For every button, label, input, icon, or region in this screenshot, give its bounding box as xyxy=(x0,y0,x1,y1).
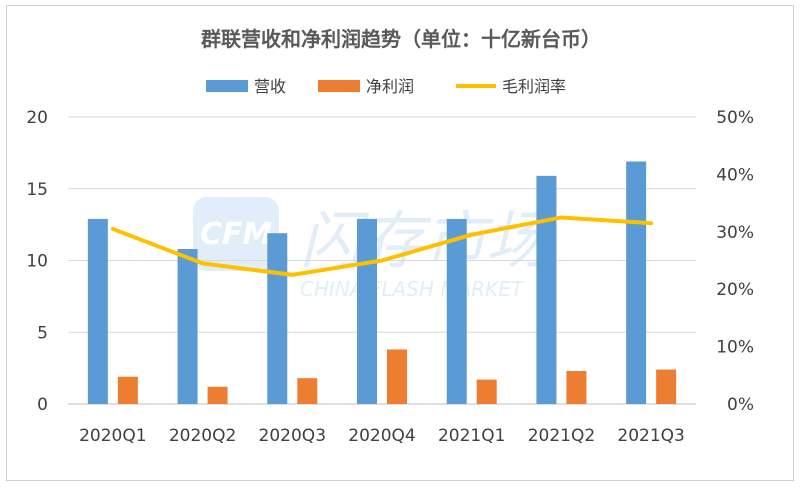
line-gross-margin xyxy=(110,215,654,277)
bar-revenue xyxy=(267,233,288,404)
y-left-tick-label: 20 xyxy=(26,108,48,128)
watermark-cn: 闪存市场 xyxy=(300,204,553,277)
bar-revenue xyxy=(357,218,377,404)
x-tick-label: 2021Q2 xyxy=(528,426,595,446)
x-tick-label: 2021Q1 xyxy=(438,426,505,446)
bars xyxy=(87,161,677,404)
bar-net-profit xyxy=(476,379,497,404)
legend-label: 营收 xyxy=(254,77,286,96)
x-tick-label: 2020Q4 xyxy=(348,426,415,446)
bar-revenue xyxy=(536,175,557,404)
y-left-tick-label: 15 xyxy=(26,180,48,200)
bar-net-profit xyxy=(656,369,677,404)
y-axis-left: 0 5 10 15 20 xyxy=(26,108,48,415)
gridlines xyxy=(68,116,696,405)
chart-title: 群联营收和净利润趋势（单位：十亿新台币） xyxy=(200,27,601,51)
y-right-tick-label: 50% xyxy=(716,108,754,128)
watermark-logo-text: CFM xyxy=(200,217,273,252)
legend-swatch xyxy=(318,80,360,92)
bar-net-profit xyxy=(387,349,407,404)
x-tick-label: 2020Q2 xyxy=(169,426,236,446)
x-tick-label: 2021Q3 xyxy=(617,426,684,446)
y-right-tick-label: 10% xyxy=(716,338,754,358)
y-right-tick-label: 0% xyxy=(727,395,754,415)
margin-line xyxy=(110,215,654,277)
bar-net-profit xyxy=(566,370,587,404)
watermark-en: CHINA FLASH MARKET xyxy=(300,277,525,301)
y-left-tick-label: 5 xyxy=(37,323,48,343)
legend-swatch xyxy=(206,80,248,92)
watermark-logo-box xyxy=(193,197,279,271)
bar-net-profit xyxy=(207,386,228,404)
y-right-tick-label: 40% xyxy=(716,165,754,185)
legend-label: 毛利润率 xyxy=(502,77,566,96)
y-left-tick-label: 10 xyxy=(26,252,48,272)
bar-net-profit xyxy=(117,376,138,404)
y-right-tick-label: 30% xyxy=(716,223,754,243)
bar-revenue xyxy=(446,218,467,404)
bar-revenue xyxy=(177,249,198,404)
legend: 营收 净利润 毛利润率 xyxy=(206,77,566,96)
y-axis-right: 0% 10% 20% 30% 40% 50% xyxy=(716,108,754,415)
legend-label: 净利润 xyxy=(366,77,414,96)
watermark: CFM 闪存市场 CHINA FLASH MARKET xyxy=(193,197,553,301)
x-tick-label: 2020Q3 xyxy=(259,426,326,446)
x-tick-label: 2020Q1 xyxy=(79,426,146,446)
bar-net-profit xyxy=(297,378,318,404)
x-axis: 2020Q1 2020Q2 2020Q3 2020Q4 2021Q1 2021Q2 2021… xyxy=(79,426,685,446)
bar-revenue xyxy=(626,161,647,404)
y-left-tick-label: 0 xyxy=(37,395,48,415)
y-right-tick-label: 20% xyxy=(716,280,754,300)
bar-revenue xyxy=(87,218,108,404)
